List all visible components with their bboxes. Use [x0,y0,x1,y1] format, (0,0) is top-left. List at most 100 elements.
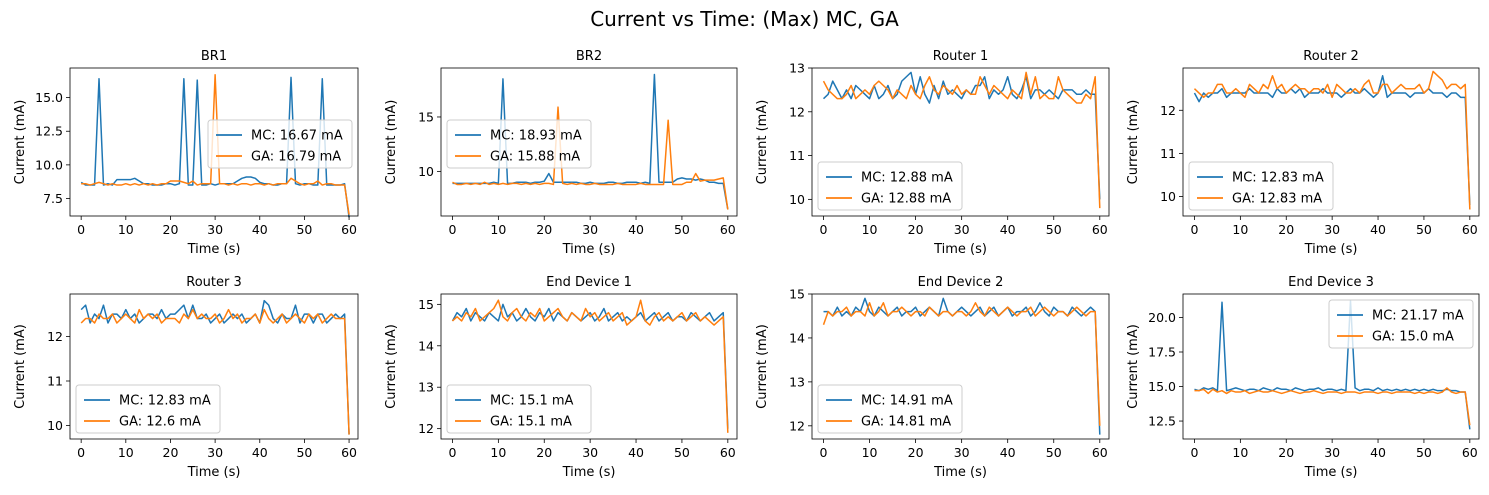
series-line-ga [822,302,1101,426]
legend-label: GA: 15.88 mA [490,150,580,165]
axes-frame [69,67,359,217]
y-tick-label: 12 [418,421,434,436]
subplot-title: End Device 2 [918,275,1004,290]
legend: MC: 14.91 mA GA: 14.81 mA [817,384,963,434]
x-tick-label: 10 [862,222,878,237]
subplot: End Device 1 0 10 20 30 40 50 60 12 13 14 15 Time (s… [384,275,738,480]
axes-frame [811,293,1110,440]
legend-label: GA: 15.0 mA [1372,330,1454,345]
legend-label: GA: 12.83 mA [1232,192,1322,207]
y-tick-label: 7.5 [43,191,63,206]
legend: MC: 12.83 mA GA: 12.6 mA [75,384,221,434]
series-line-ga [1194,387,1471,426]
axes-frame [69,293,359,440]
y-tick-label: 10.0 [35,157,63,172]
x-tick-label: 30 [954,222,970,237]
legend-label: GA: 16.79 mA [251,150,341,165]
x-tick-label: 20 [163,445,179,460]
y-tick-label: 13 [789,61,805,76]
subplots-grid: BR1 0 10 20 30 40 50 60 7.5 10.0 12.5 15.0 Time (s) C… [13,49,1480,480]
x-axis-label: Time (s) [1304,465,1358,480]
series-line-mc [451,303,729,429]
y-axis-label: Current (mA) [755,100,770,185]
y-tick-label: 10 [1160,189,1176,204]
x-tick-label: 20 [1278,445,1294,460]
legend-box [1188,161,1334,211]
x-tick-label: 0 [1190,445,1198,460]
y-axis-label: Current (mA) [13,324,28,409]
x-tick-label: 10 [862,445,878,460]
x-tick-label: 60 [341,445,357,460]
legend-label: GA: 14.81 mA [861,415,951,430]
x-tick-label: 50 [1046,222,1062,237]
y-tick-label: 12 [1160,103,1176,118]
x-tick-label: 10 [1232,222,1248,237]
x-tick-label: 10 [490,445,506,460]
legend-box [446,384,592,434]
legend-label: GA: 12.88 mA [861,192,951,207]
legend-label: GA: 15.1 mA [490,415,572,430]
x-tick-label: 40 [1370,445,1386,460]
y-tick-label: 14 [789,330,805,345]
x-axis-label: Time (s) [187,465,241,480]
x-tick-label: 40 [1000,445,1016,460]
y-tick-label: 12.5 [1148,414,1176,429]
x-axis-label: Time (s) [1304,242,1358,257]
legend-label: MC: 15.1 mA [490,394,574,409]
subplot-title: BR1 [201,49,227,64]
x-tick-label: 30 [207,222,223,237]
y-tick-label: 11 [1160,146,1176,161]
x-tick-label: 0 [820,222,828,237]
axes-frame [440,293,738,440]
y-tick-label: 12 [789,418,805,433]
y-tick-label: 12.5 [35,124,63,139]
legend-box [446,119,592,169]
x-tick-label: 0 [77,445,85,460]
x-tick-label: 50 [1416,445,1432,460]
y-axis-label: Current (mA) [1126,324,1141,409]
legend: MC: 15.1 mA GA: 15.1 mA [446,384,592,434]
y-tick-label: 12 [789,104,805,119]
series-line-ga [822,71,1101,209]
legend-box [1328,299,1474,349]
x-axis-label: Time (s) [933,242,987,257]
x-tick-label: 60 [720,222,736,237]
y-tick-label: 13 [418,380,434,395]
subplot-title: Router 1 [933,49,989,64]
series-line-ga [1193,70,1471,210]
legend-label: MC: 12.88 mA [861,171,953,186]
y-tick-label: 15 [418,109,434,124]
y-axis-label: Current (mA) [1126,100,1141,185]
x-tick-label: 20 [908,445,924,460]
legend-box [817,161,963,211]
x-tick-label: 30 [1324,222,1340,237]
x-tick-label: 50 [296,222,312,237]
x-tick-label: 30 [207,445,223,460]
x-tick-label: 50 [1416,222,1432,237]
y-tick-label: 15.0 [1148,379,1176,394]
x-tick-label: 60 [1092,222,1108,237]
y-tick-label: 10 [418,164,434,179]
series-line-mc [1194,300,1471,430]
series-line-mc [452,73,729,210]
series-line-ga [80,308,350,435]
x-tick-label: 10 [490,222,506,237]
x-tick-label: 50 [674,222,690,237]
x-axis-label: Time (s) [933,465,987,480]
legend-box [817,384,963,434]
y-axis-label: Current (mA) [755,324,770,409]
x-tick-label: 30 [954,445,970,460]
subplot: BR1 0 10 20 30 40 50 60 7.5 10.0 12.5 15.0 Time (s) C… [13,49,359,257]
y-tick-label: 15.0 [35,90,63,105]
legend-label: MC: 14.91 mA [861,394,953,409]
axes-frame [811,67,1110,217]
x-tick-label: 0 [820,445,828,460]
legend: MC: 12.88 mA GA: 12.88 mA [817,161,963,211]
subplot: End Device 2 0 10 20 30 40 50 60 12 13 14 15 Time (s… [755,275,1110,480]
x-tick-label: 0 [448,445,456,460]
y-tick-label: 15 [418,297,434,312]
x-tick-label: 50 [674,445,690,460]
x-tick-label: 20 [908,222,924,237]
legend-label: MC: 12.83 mA [1232,171,1324,186]
